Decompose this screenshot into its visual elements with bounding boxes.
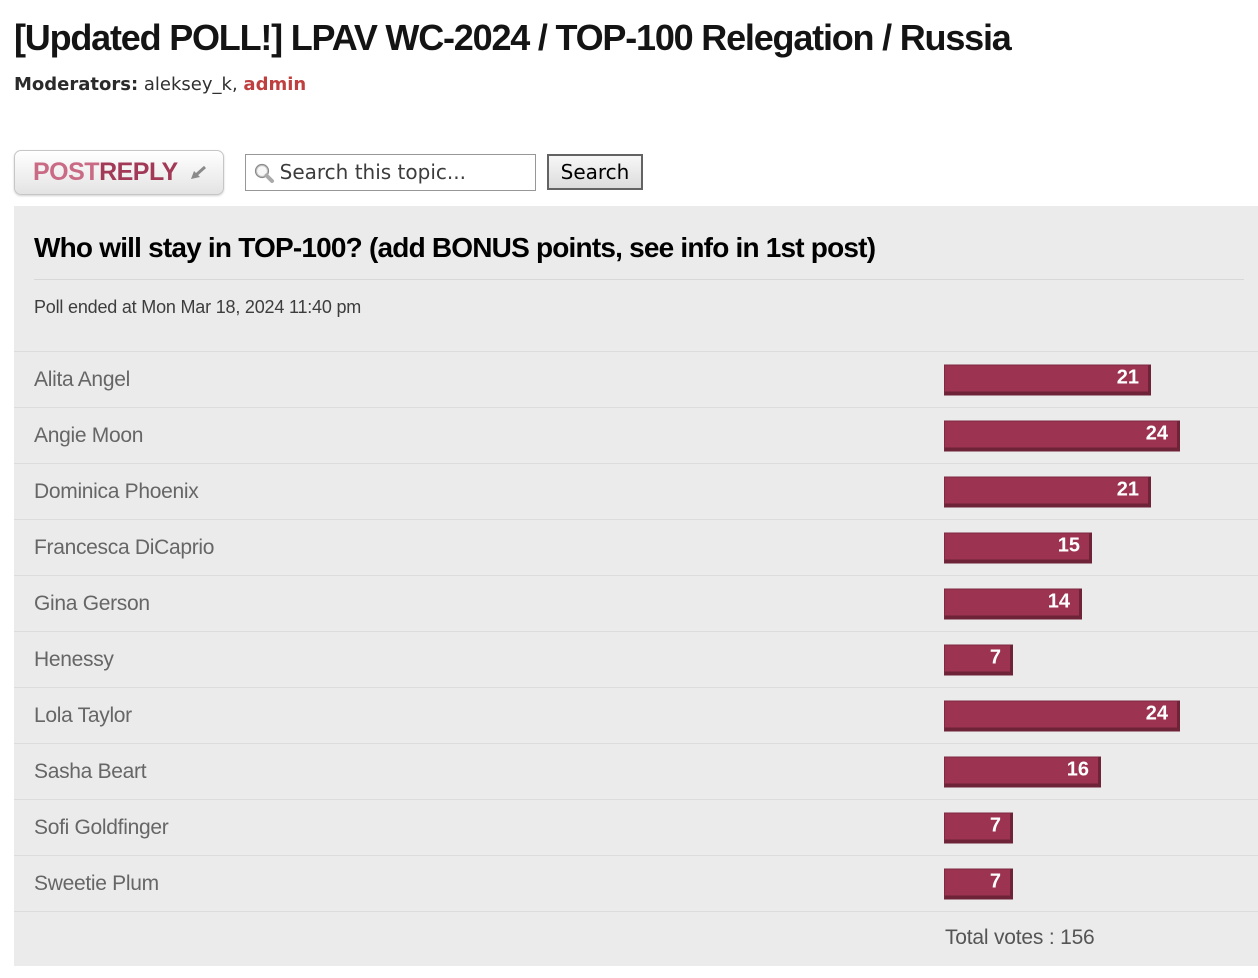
poll-option-label: Alita Angel bbox=[34, 367, 130, 391]
poll-option-label: Sweetie Plum bbox=[34, 871, 159, 895]
moderators-label: Moderators: bbox=[14, 74, 139, 95]
poll-option-label: Angie Moon bbox=[34, 423, 144, 447]
poll-option-row: Dominica Phoenix 21 bbox=[14, 463, 1258, 519]
poll-option-bar: 21 bbox=[944, 364, 1151, 395]
poll-question: Who will stay in TOP-100? (add BONUS poi… bbox=[34, 232, 876, 263]
poll-option-votes: 7 bbox=[989, 870, 1001, 893]
poll-option-bar: 21 bbox=[944, 476, 1151, 507]
poll-option-votes: 14 bbox=[1047, 590, 1070, 613]
poll-option-row: Sofi Goldfinger 7 bbox=[14, 799, 1258, 855]
poll-option-votes: 21 bbox=[1116, 478, 1139, 501]
post-reply-button[interactable]: POSTREPLY bbox=[14, 149, 224, 195]
poll-option-label: Sasha Beart bbox=[34, 759, 147, 783]
poll-option-row: Henessy 7 bbox=[14, 631, 1258, 687]
search-icon bbox=[253, 162, 275, 189]
poll-option-bar: 15 bbox=[944, 532, 1092, 563]
toolbar: POSTREPLY Search bbox=[14, 149, 1244, 195]
poll-divider bbox=[34, 279, 1244, 280]
poll-option-votes: 15 bbox=[1057, 534, 1080, 557]
poll-option-label: Francesca DiCaprio bbox=[34, 535, 215, 559]
poll-option-bar: 24 bbox=[944, 420, 1180, 451]
poll-option-row: Gina Gerson 14 bbox=[14, 575, 1258, 631]
poll-option-votes: 21 bbox=[1116, 366, 1139, 389]
poll-option-votes: 16 bbox=[1066, 758, 1089, 781]
poll-option-label: Gina Gerson bbox=[34, 591, 150, 615]
topic-search-form: Search bbox=[244, 153, 644, 191]
poll-total-row: Total votes : 156 bbox=[14, 911, 1258, 963]
moderator-separator: , bbox=[231, 74, 238, 95]
search-button[interactable]: Search bbox=[546, 154, 644, 190]
poll-option-row: Sasha Beart 16 bbox=[14, 743, 1258, 799]
poll-option-row: Francesca DiCaprio 15 bbox=[14, 519, 1258, 575]
poll-options: Alita Angel 21 Angie Moon 24 Dominica Ph… bbox=[14, 351, 1258, 911]
page-title: [Updated POLL!] LPAV WC-2024 / TOP-100 R… bbox=[14, 17, 1012, 58]
poll-option-row: Lola Taylor 24 bbox=[14, 687, 1258, 743]
poll-option-bar: 7 bbox=[944, 644, 1013, 675]
poll-option-bar: 14 bbox=[944, 588, 1082, 619]
poll-option-bar: 7 bbox=[944, 868, 1013, 899]
moderators-line: Moderators: aleksey_k, admin bbox=[14, 73, 1258, 97]
poll-option-votes: 24 bbox=[1145, 702, 1168, 725]
search-input[interactable] bbox=[245, 154, 535, 190]
poll-option-label: Lola Taylor bbox=[34, 703, 132, 727]
poll-option-votes: 7 bbox=[989, 814, 1001, 837]
poll-option-bar: 24 bbox=[944, 700, 1180, 731]
poll-total-votes: Total votes : 156 bbox=[945, 925, 1095, 949]
poll-option-label: Dominica Phoenix bbox=[34, 479, 199, 503]
search-box bbox=[244, 153, 536, 191]
poll-panel: Who will stay in TOP-100? (add BONUS poi… bbox=[14, 206, 1258, 966]
poll-option-label: Henessy bbox=[34, 647, 114, 671]
poll-option-bar: 7 bbox=[944, 812, 1013, 843]
poll-option-label: Sofi Goldfinger bbox=[34, 815, 169, 839]
poll-ended-status: Poll ended at Mon Mar 18, 2024 11:40 pm bbox=[34, 297, 362, 317]
poll-option-votes: 7 bbox=[989, 646, 1001, 669]
poll-option-votes: 24 bbox=[1145, 422, 1168, 445]
post-reply-label: POSTREPLY bbox=[33, 157, 178, 186]
poll-option-bar: 16 bbox=[944, 756, 1101, 787]
poll-option-row: Alita Angel 21 bbox=[14, 351, 1258, 407]
moderator-link-admin[interactable]: admin bbox=[243, 74, 307, 95]
reply-arrow-icon bbox=[188, 164, 207, 181]
poll-option-row: Sweetie Plum 7 bbox=[14, 855, 1258, 911]
moderator-link-aleksey-k[interactable]: aleksey_k bbox=[143, 74, 232, 95]
poll-option-row: Angie Moon 24 bbox=[14, 407, 1258, 463]
